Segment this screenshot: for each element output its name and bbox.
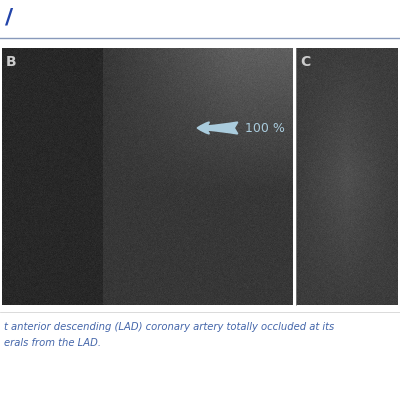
Text: B: B — [6, 55, 17, 69]
Text: /: / — [5, 7, 13, 27]
Text: 100 %: 100 % — [245, 122, 285, 134]
Text: erals from the LAD.: erals from the LAD. — [4, 338, 101, 348]
Text: C: C — [300, 55, 310, 69]
Bar — [0, 0, 400, 38]
Text: t anterior descending (LAD) coronary artery totally occluded at its: t anterior descending (LAD) coronary art… — [4, 322, 334, 332]
